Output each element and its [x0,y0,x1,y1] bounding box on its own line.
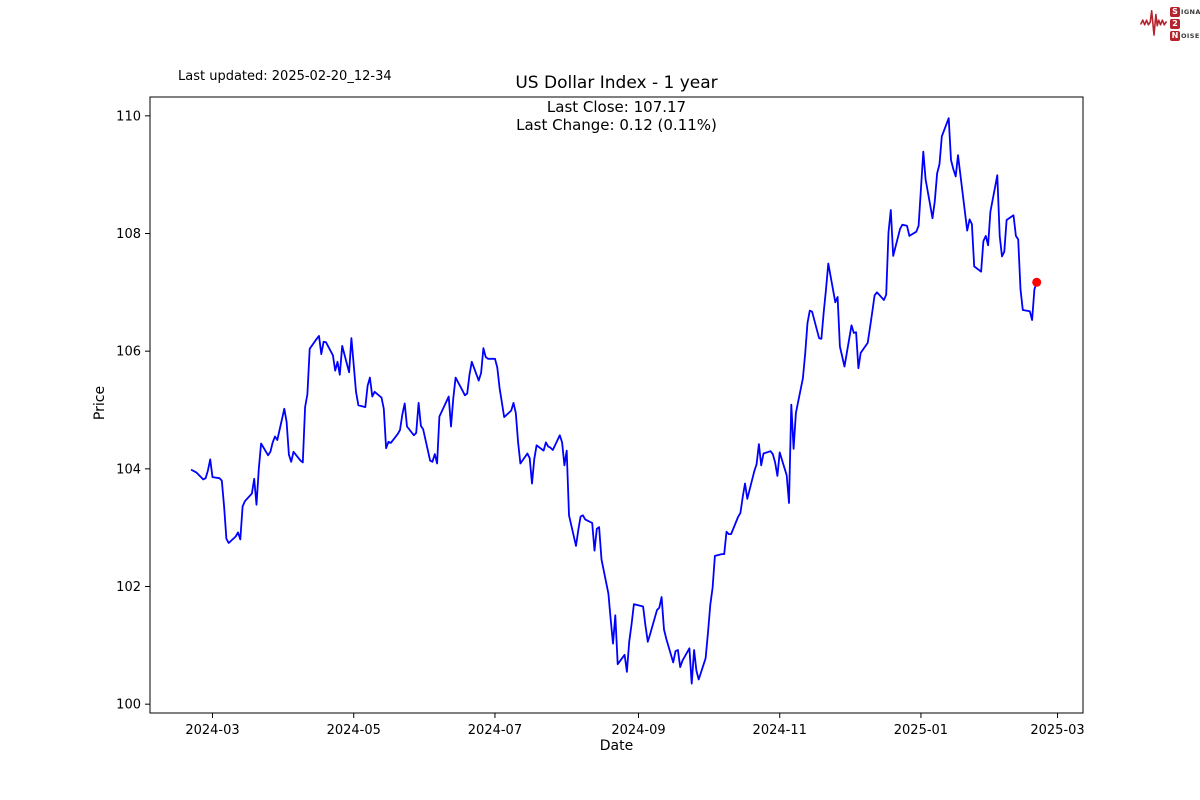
x-tick-label: 2024-05 [327,723,381,738]
signal2noise-logo: S IGNAL 2 N OISE [1140,4,1200,41]
logo-rest-oise: OISE [1181,31,1200,40]
logo-row-2: 2 [1170,18,1200,29]
x-tick-label: 2024-03 [185,723,239,738]
last-updated-label: Last updated: 2025-02-20_12-34 [178,69,392,84]
x-tick-label: 2025-01 [894,723,948,738]
last-close-annotation: Last Close: 107.17 [546,98,687,116]
logo-letter-s: S [1170,6,1180,17]
price-line [190,117,1038,685]
logo-text: S IGNAL 2 N OISE [1170,6,1200,41]
x-tick-label: 2024-11 [753,723,807,738]
logo-row-signal: S IGNAL [1170,6,1200,17]
x-axis-label: Date [599,738,634,754]
y-tick-label: 100 [116,698,141,713]
last-change-annotation: Last Change: 0.12 (0.11%) [516,116,717,134]
last-price-marker [1032,277,1042,287]
logo-row-noise: N OISE [1170,30,1200,41]
waveform-icon [1140,10,1167,36]
y-tick-label: 108 [116,227,141,242]
logo-letter-n: N [1170,30,1180,41]
chart-title: US Dollar Index - 1 year [515,73,718,93]
y-tick-label: 102 [116,580,141,595]
x-tick-label: 2024-07 [468,723,522,738]
logo-letter-2: 2 [1170,18,1180,29]
y-tick-label: 104 [116,462,141,477]
y-tick-label: 110 [116,109,141,124]
y-tick-label: 106 [116,345,141,360]
plot-border [149,96,1084,714]
logo-rest-ignal: IGNAL [1181,7,1200,16]
x-tick-label: 2024-09 [611,723,665,738]
x-tick-label: 2025-03 [1030,723,1084,738]
